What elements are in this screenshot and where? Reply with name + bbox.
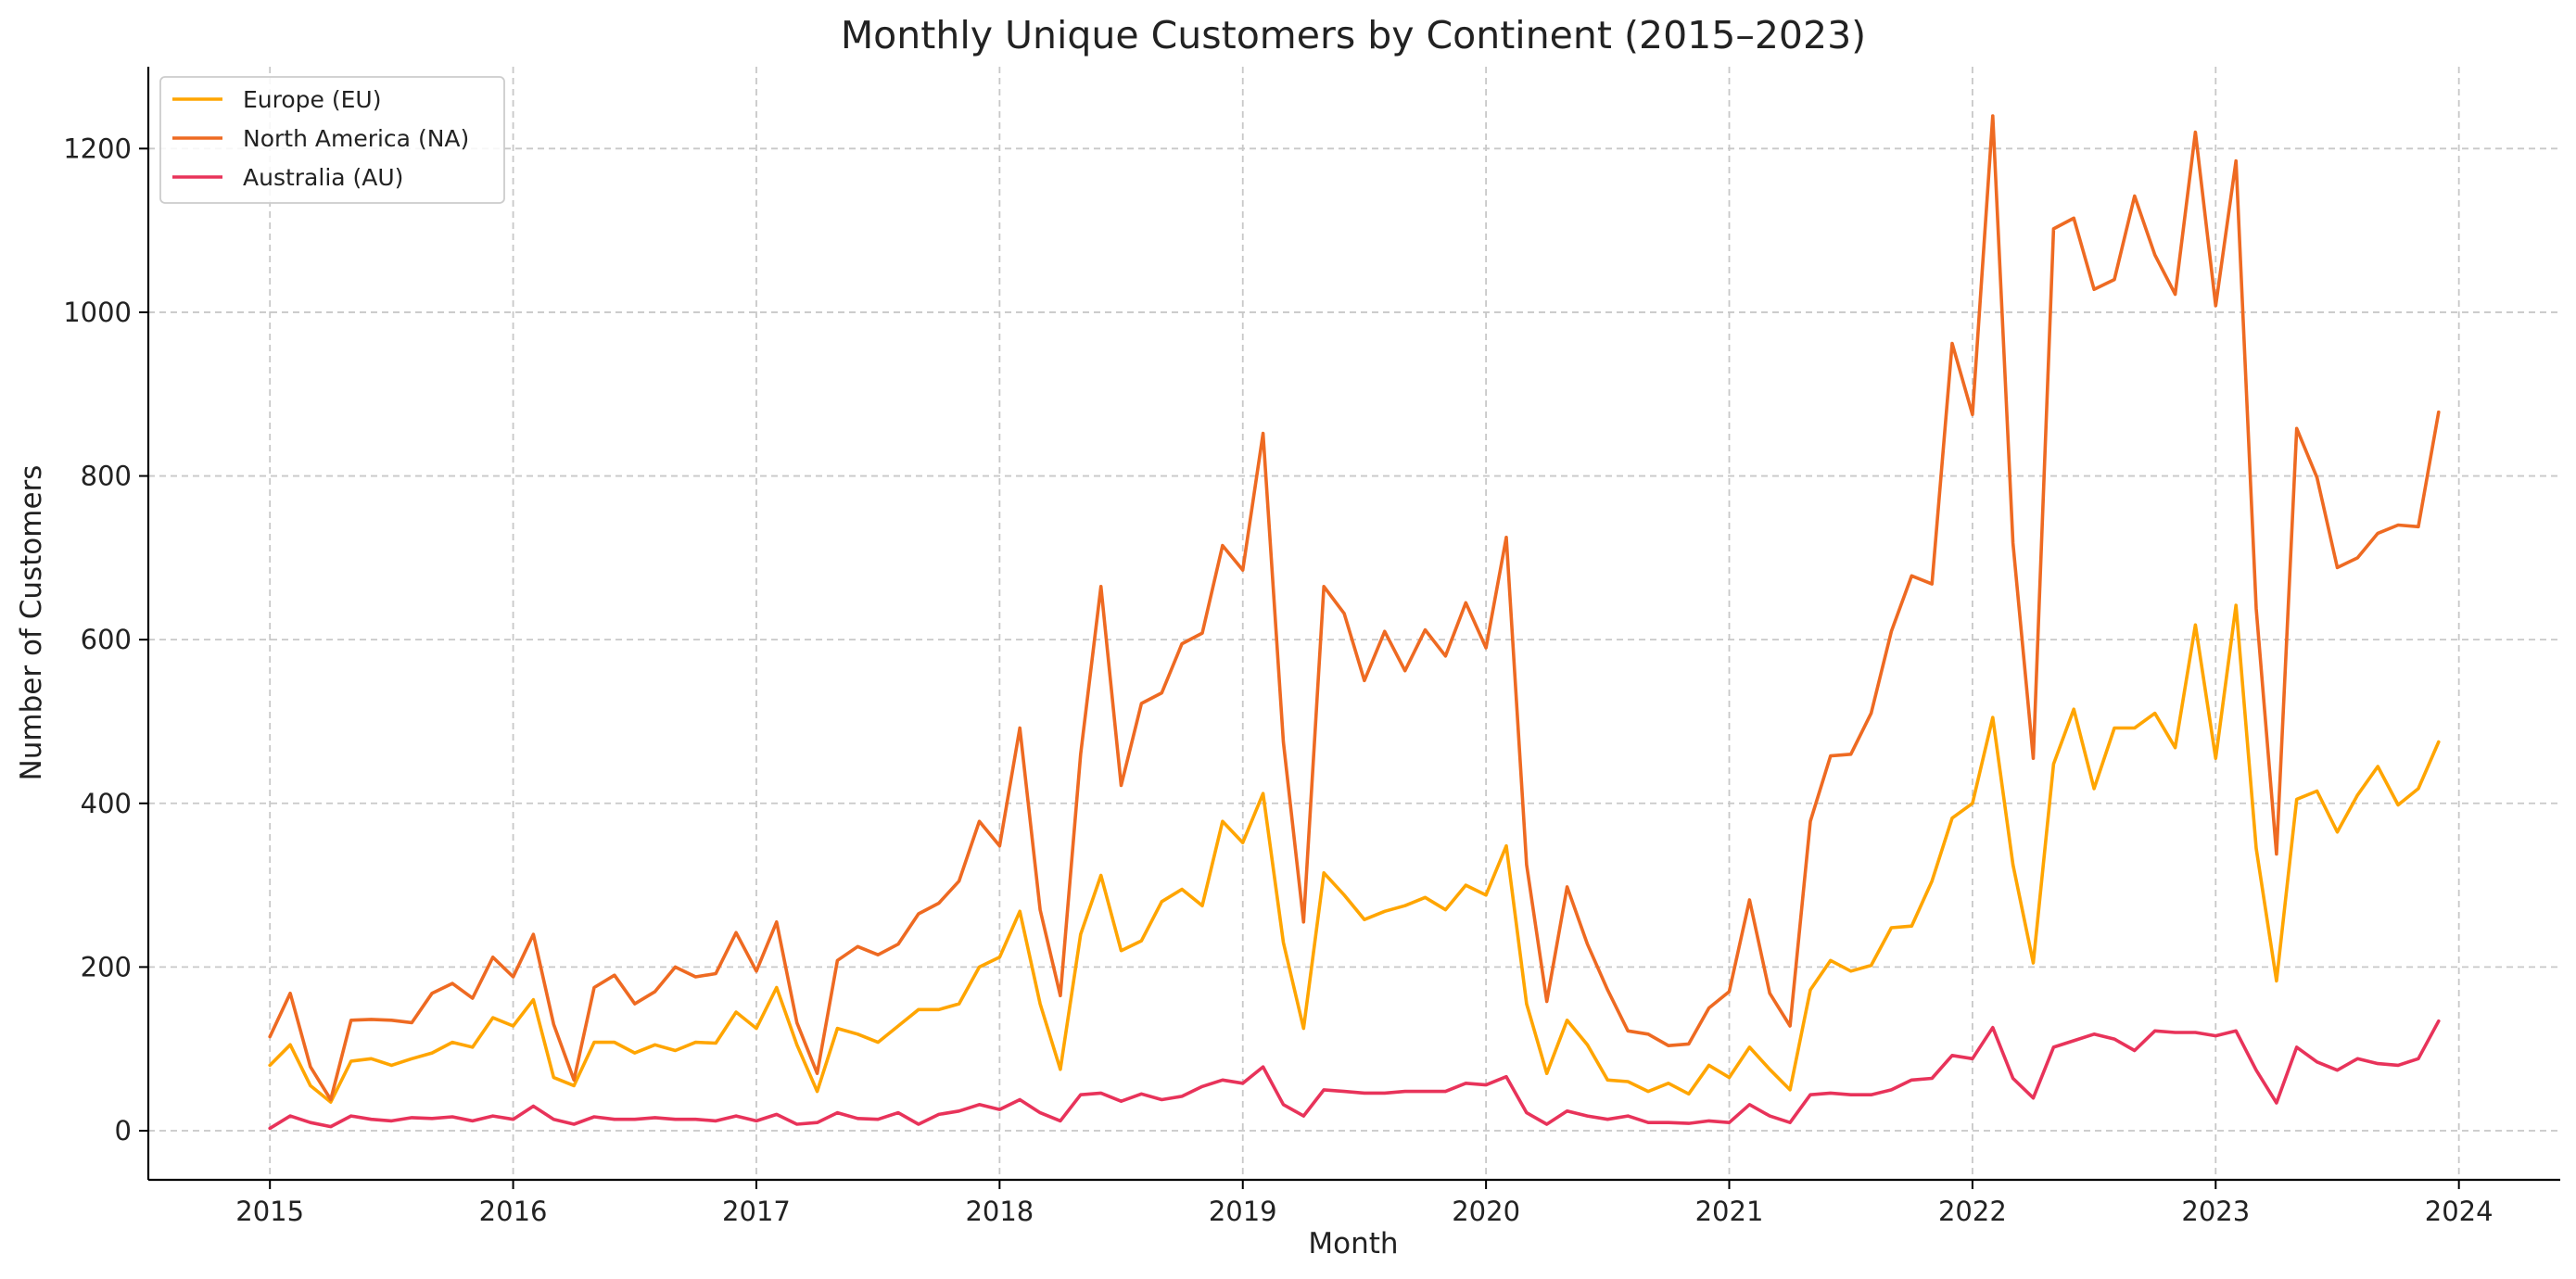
legend-label-eu: Europe (EU) (243, 86, 381, 113)
legend-label-na: North America (NA) (243, 125, 469, 152)
x-tick-label: 2024 (2425, 1196, 2494, 1227)
x-tick-label: 2015 (235, 1196, 304, 1227)
x-tick-label: 2020 (1452, 1196, 1520, 1227)
legend-box (159, 76, 505, 204)
y-tick-label: 0 (115, 1115, 132, 1146)
y-tick-label: 1000 (63, 297, 132, 328)
x-tick-label: 2023 (2181, 1196, 2250, 1227)
legend-label-au: Australia (AU) (243, 164, 403, 191)
series-line-eu (268, 603, 2441, 1104)
x-tick-label: 2021 (1695, 1196, 1764, 1227)
y-tick-label: 200 (81, 951, 132, 982)
y-axis-label: Number of Customers (15, 465, 48, 781)
x-tick-label: 2016 (479, 1196, 548, 1227)
series-line-na (268, 114, 2441, 1102)
x-axis-label: Month (1308, 1227, 1398, 1260)
legend-item-eu: Europe (EU) (172, 86, 381, 113)
series-lines (268, 114, 2441, 1131)
legend: Europe (EU) North America (NA) Australia… (159, 76, 505, 204)
legend-item-au: Australia (AU) (172, 164, 403, 191)
series-line-au (268, 1019, 2441, 1131)
axis-ticks: 0 200 400 600 800 1000 1200 2015 2016 2017 2018 201… (63, 133, 2493, 1227)
y-tick-label: 400 (81, 788, 132, 819)
legend-item-na: North America (NA) (172, 125, 469, 152)
gridlines (148, 67, 2560, 1180)
chart-title: Monthly Unique Customers by Continent (2… (841, 13, 1866, 57)
y-tick-label: 1200 (63, 133, 132, 164)
x-tick-label: 2018 (965, 1196, 1034, 1227)
y-tick-label: 800 (81, 461, 132, 492)
x-tick-label: 2022 (1938, 1196, 2007, 1227)
x-tick-label: 2017 (722, 1196, 791, 1227)
x-tick-label: 2019 (1209, 1196, 1277, 1227)
y-tick-label: 600 (81, 624, 132, 655)
